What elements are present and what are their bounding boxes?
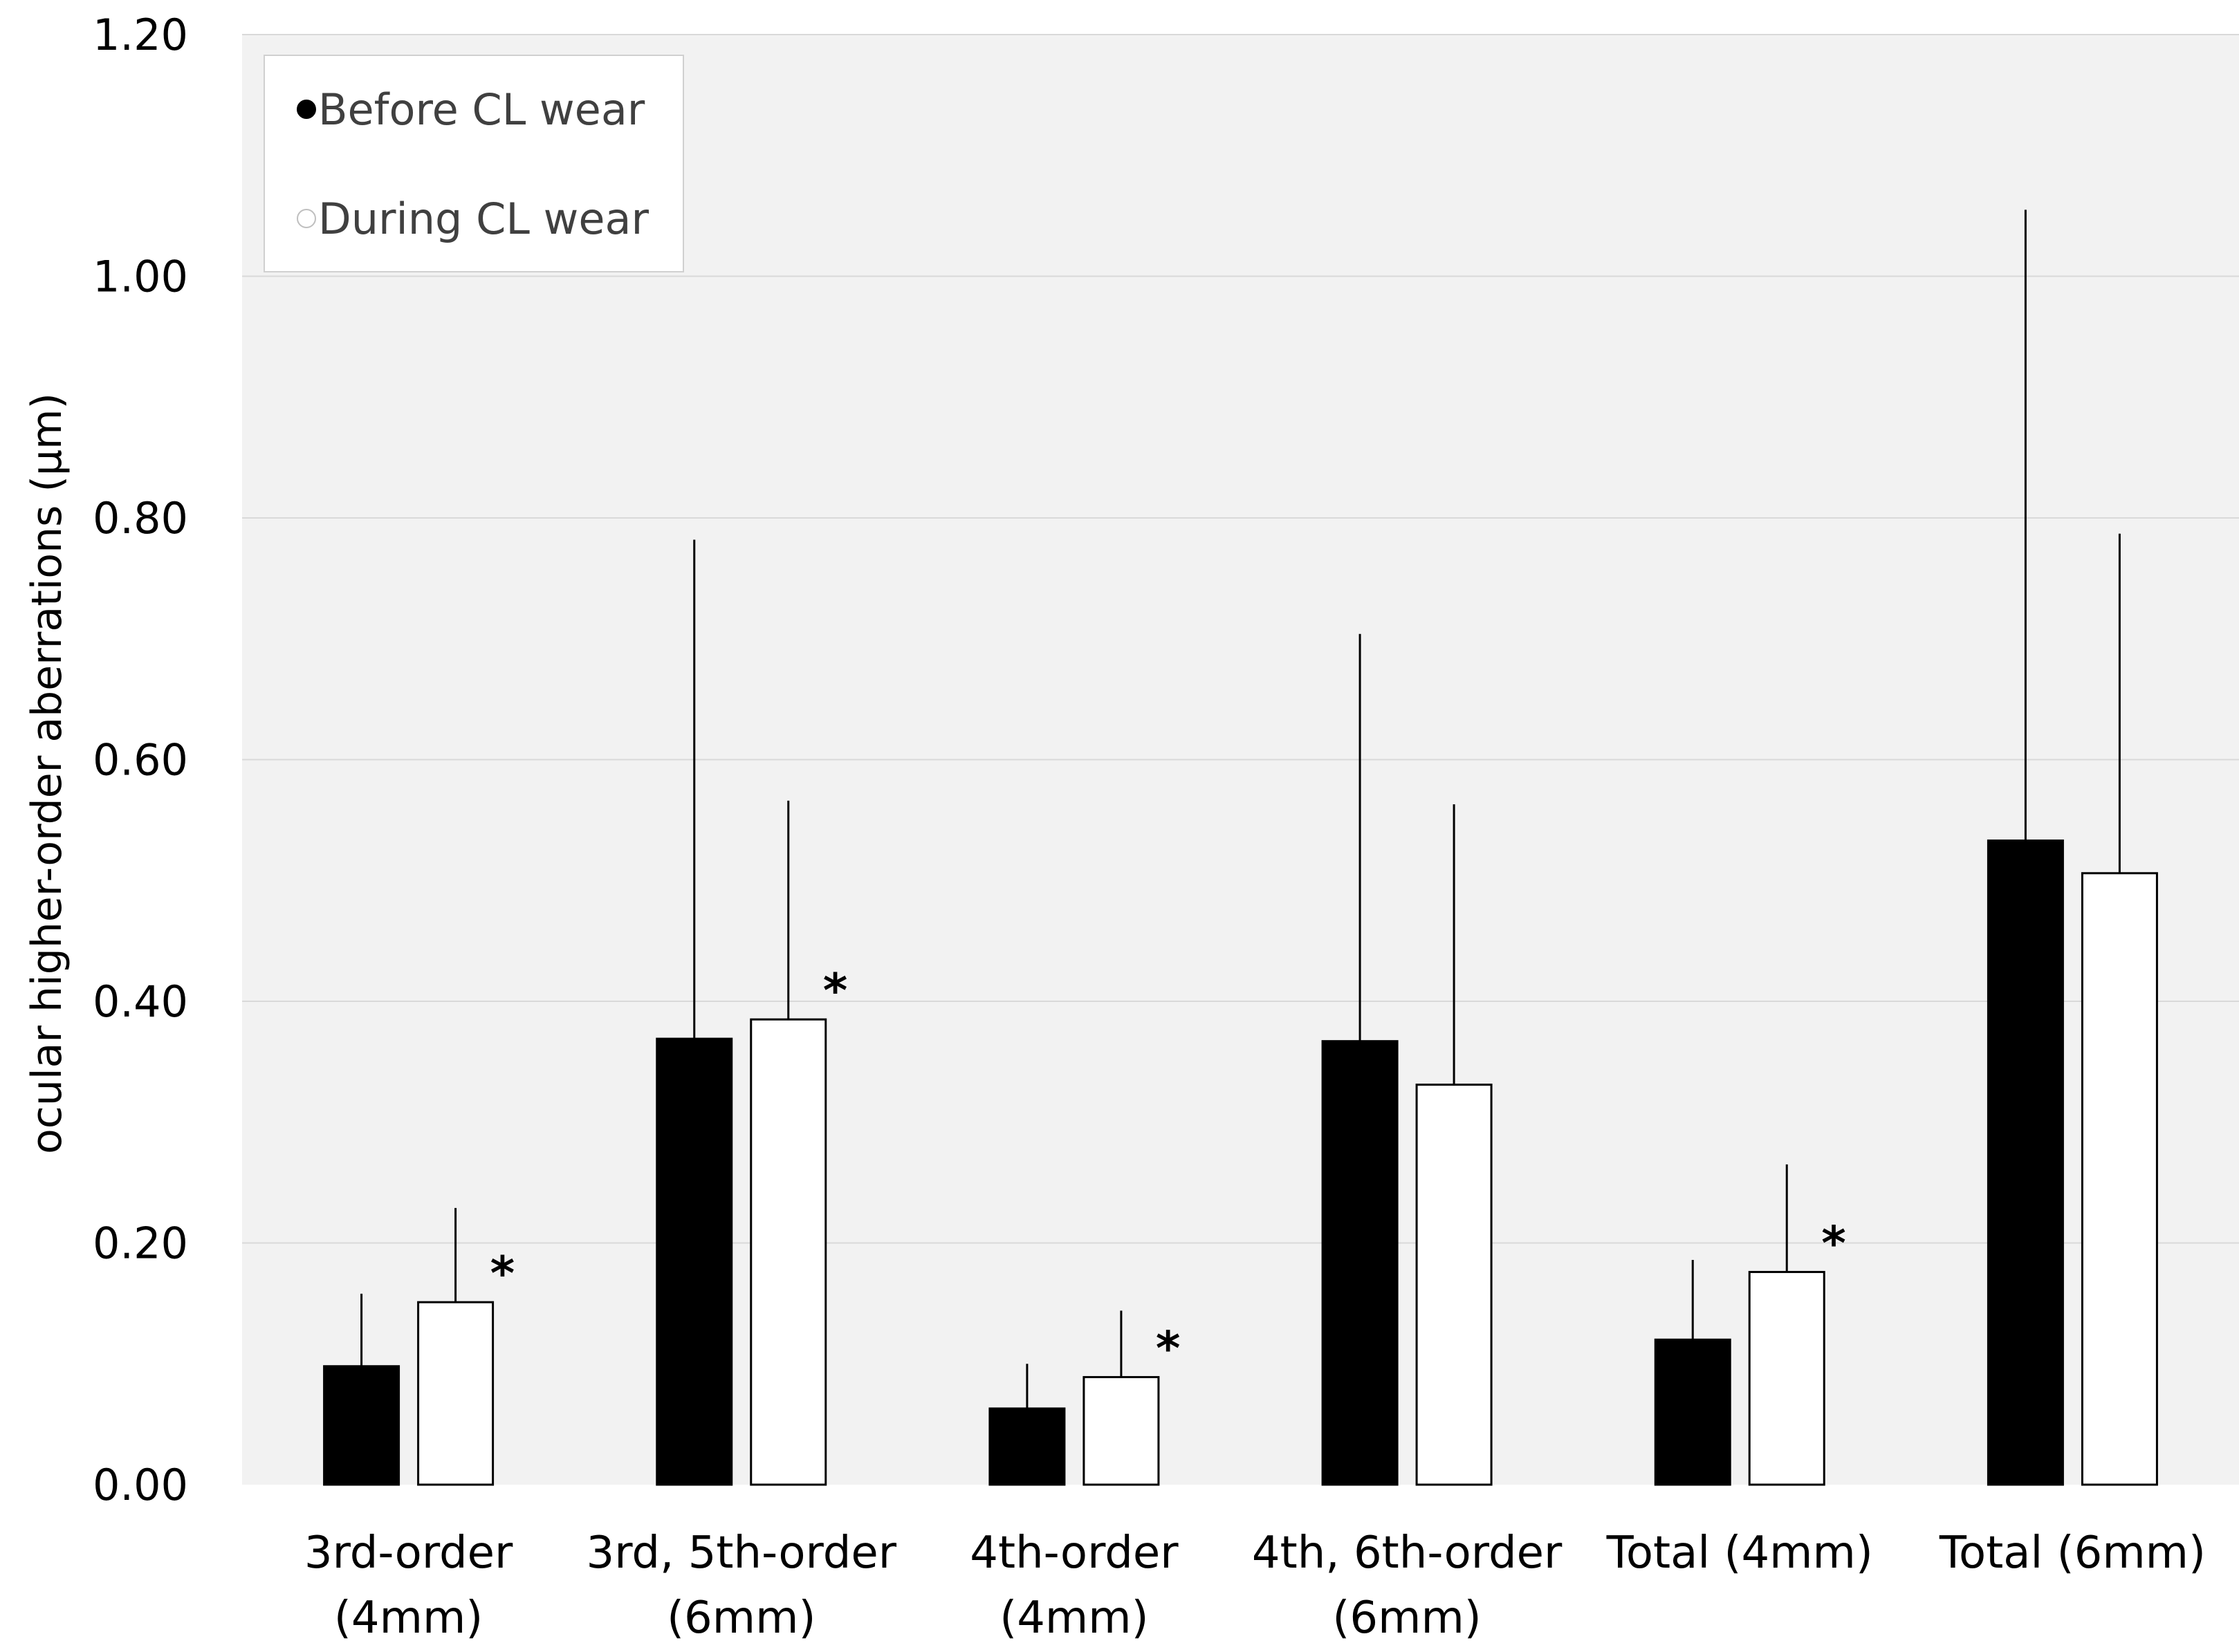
x-category-label: Total (6mm) [1939,1528,2206,1579]
bar-during-cl-wear [417,1301,495,1486]
x-category-label: 4th-order [970,1528,1179,1579]
y-axis-title: ocular higher-order aberrations (µm) [23,393,71,1154]
bar-before-cl-wear [323,1365,400,1486]
bar-during-cl-wear [1415,1084,1493,1486]
legend-label-before: Before CL wear [318,84,645,135]
x-category-label: (4mm) [999,1593,1148,1644]
significance-asterisk: * [1156,1321,1181,1376]
bar-before-cl-wear [1987,839,2064,1486]
x-category-label: (6mm) [1332,1593,1481,1644]
bars [323,839,2158,1486]
y-tick-label: 0.40 [93,976,188,1027]
bar-during-cl-wear [1748,1270,1825,1486]
legend-label-during: During CL wear [318,194,649,244]
y-tick-label: 1.00 [93,252,188,302]
bar-before-cl-wear [988,1407,1066,1486]
legend-marker-before [297,100,316,119]
legend-marker-during [297,209,316,228]
bar-during-cl-wear [750,1018,827,1486]
significance-asterisk: * [490,1247,515,1301]
x-axis-categories: 3rd-order (4mm) 3rd, 5th-order (6mm) 4th-ord… [304,1528,2206,1644]
significance-markers: * * * * [490,964,1846,1376]
y-tick-label: 0.20 [93,1218,188,1269]
significance-asterisk: * [1821,1216,1846,1271]
bar-before-cl-wear [1654,1338,1731,1486]
y-tick-label: 1.20 [93,10,188,60]
gridlines [242,34,2239,1244]
y-tick-label: 0.80 [93,493,188,544]
x-category-label: (6mm) [667,1593,816,1644]
bar-before-cl-wear [1321,1040,1399,1486]
x-category-label: 3rd, 5th-order [586,1528,896,1579]
bar-during-cl-wear [2081,872,2158,1486]
legend: Before CL wear During CL wear [264,55,684,272]
y-tick-label: 0.00 [93,1460,188,1510]
y-axis-ticks: 0.00 0.20 0.40 0.60 0.80 1.00 1.20 [93,10,188,1510]
bar-during-cl-wear [1082,1375,1160,1486]
error-bars [360,210,2121,1409]
significance-asterisk: * [823,964,848,1019]
x-category-label: Total (4mm) [1606,1528,1873,1579]
y-tick-label: 0.60 [93,735,188,786]
x-category-label: 3rd-order [304,1528,513,1579]
x-category-label: 4th, 6th-order [1252,1528,1563,1579]
legend-box [264,55,684,272]
bar-before-cl-wear [656,1037,733,1486]
x-category-label: (4mm) [334,1593,483,1644]
